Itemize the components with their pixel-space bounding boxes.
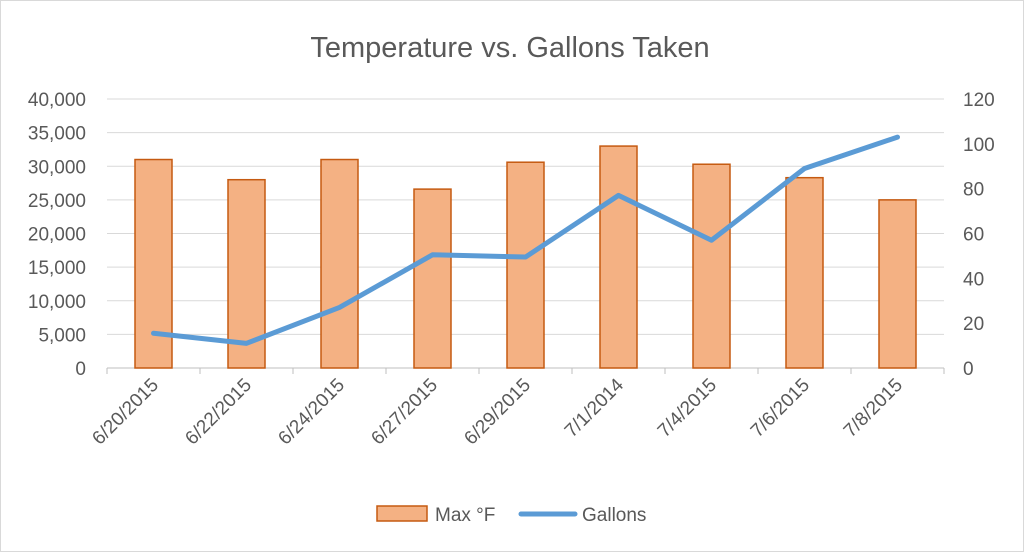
right-tick-label: 20 [963,314,984,335]
legend-label-bar: Max °F [435,505,495,526]
legend-label-line: Gallons [582,505,646,526]
x-tick-label: 6/20/2015 [88,375,163,450]
bar [692,163,731,369]
legend-swatch-bar [376,505,428,522]
right-tick-label: 100 [963,135,995,156]
left-tick-label: 40,000 [28,90,86,111]
right-axis-ticks: 0 20 40 60 80 100 120 [963,90,995,380]
x-tick-label: 6/27/2015 [367,375,442,450]
right-tick-label: 60 [963,225,984,246]
bar [599,145,638,369]
bar [413,188,452,369]
right-tick-label: 40 [963,269,984,290]
right-tick-label: 80 [963,180,984,201]
line-series [151,134,900,346]
left-tick-label: 5,000 [38,325,86,346]
bar [878,199,917,369]
x-tick-label: 7/1/2014 [561,374,628,441]
left-tick-label: 20,000 [28,225,86,246]
left-tick-label: 10,000 [28,292,86,313]
x-tick-label: 6/29/2015 [460,375,535,450]
bar [785,176,824,369]
bar-series [134,145,917,369]
bar [506,161,545,369]
left-axis-ticks: 0 5,000 10,000 15,000 20,000 25,000 30,000 35,0… [28,90,86,380]
left-tick-label: 0 [75,359,86,380]
x-tick-label: 7/6/2015 [747,375,814,442]
left-tick-label: 35,000 [28,124,86,145]
right-tick-label: 120 [963,90,995,111]
legend: Max °F Gallons [376,505,646,526]
right-tick-label: 0 [963,359,974,380]
bar [320,158,359,369]
chart-title: Temperature vs. Gallons Taken [310,32,709,64]
x-tick-label: 7/4/2015 [654,375,721,442]
x-tick-label: 7/8/2015 [840,375,907,442]
x-tick-label: 6/24/2015 [274,375,349,450]
left-tick-label: 25,000 [28,191,86,212]
x-tick-label: 6/22/2015 [181,375,256,450]
gallons-line [151,134,900,346]
x-axis-ticks: 6/20/2015 6/22/2015 6/24/2015 6/27/2015 6/29… [88,368,945,450]
left-tick-label: 30,000 [28,157,86,178]
left-tick-label: 15,000 [28,258,86,279]
